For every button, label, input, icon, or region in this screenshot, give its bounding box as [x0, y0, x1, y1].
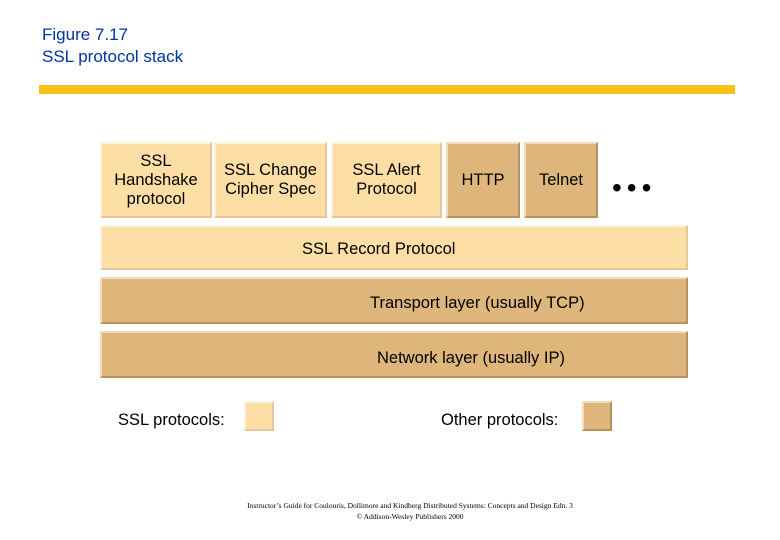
telnet-label: Telnet: [538, 170, 584, 189]
footer-line-2: © Addison-Wesley Publishers 2000: [356, 512, 464, 521]
ssl-change-cipher-spec-label: SSL Change Cipher Spec: [224, 161, 317, 198]
network-label: Network layer (usually IP): [377, 349, 565, 367]
http-label: HTTP: [461, 170, 505, 189]
ssl-alert-label: SSL Alert Protocol: [352, 161, 421, 198]
telnet-box: Telnet: [524, 142, 598, 218]
transport-layer: Transport layer (usually TCP): [100, 277, 688, 324]
legend-other-label: Other protocols:: [441, 411, 559, 429]
ssl-handshake-box: SSL Handshake protocol: [100, 142, 212, 218]
figure-number: Figure 7.17: [42, 25, 128, 44]
ssl-record-layer: SSL Record Protocol: [100, 225, 688, 270]
more-protocols-ellipsis: •••: [612, 172, 657, 203]
legend-ssl-label: SSL protocols:: [118, 411, 225, 429]
legend-other-swatch: [582, 401, 612, 431]
figure-title: SSL protocol stack: [42, 47, 184, 66]
ssl-record-label: SSL Record Protocol: [302, 240, 456, 258]
footer-credit: Instructor’s Guide for Coulouris, Dollim…: [200, 500, 620, 522]
title-rule: [39, 85, 735, 94]
ssl-handshake-label: SSL Handshake protocol: [114, 151, 198, 208]
legend-ssl-swatch: [244, 401, 274, 431]
ssl-alert-box: SSL Alert Protocol: [331, 142, 442, 218]
ssl-change-cipher-spec-box: SSL Change Cipher Spec: [214, 142, 327, 218]
transport-label: Transport layer (usually TCP): [370, 294, 585, 312]
network-layer: Network layer (usually IP): [100, 331, 688, 378]
http-box: HTTP: [446, 142, 520, 218]
figure-caption: Figure 7.17 SSL protocol stack: [42, 24, 183, 68]
footer-line-1: Instructor’s Guide for Coulouris, Dollim…: [247, 501, 573, 510]
